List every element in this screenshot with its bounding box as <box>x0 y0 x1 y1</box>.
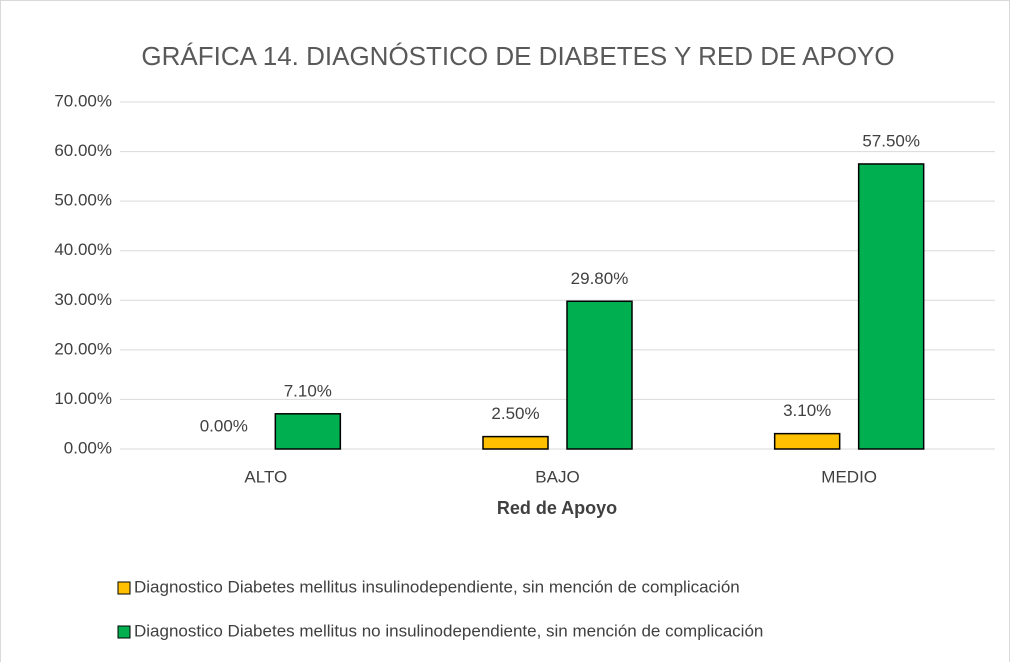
chart-title: GRÁFICA 14. DIAGNÓSTICO DE DIABETES Y RE… <box>141 41 894 71</box>
y-tick-label: 0.00% <box>64 438 112 457</box>
x-axis-label: Red de Apoyo <box>497 498 617 518</box>
bar <box>274 413 342 450</box>
y-tick-label: 10.00% <box>54 389 112 408</box>
y-tick-label: 30.00% <box>54 290 112 309</box>
y-tick-label: 40.00% <box>54 240 112 259</box>
value-label: 3.10% <box>783 401 831 420</box>
bar <box>566 300 633 450</box>
value-label: 57.50% <box>862 131 920 150</box>
x-tick-label: MEDIO <box>821 467 877 486</box>
legend-label: Diagnostico Diabetes mellitus insulinode… <box>134 577 740 596</box>
value-label: 29.80% <box>571 269 629 288</box>
legend-swatch <box>117 625 131 639</box>
y-tick-label: 50.00% <box>54 191 112 210</box>
value-label: 0.00% <box>200 416 248 435</box>
y-tick-label: 70.00% <box>54 91 112 110</box>
value-label: 7.10% <box>284 381 332 400</box>
y-tick-label: 60.00% <box>54 141 112 160</box>
bar <box>482 435 549 450</box>
value-label: 2.50% <box>491 404 539 423</box>
bar <box>773 432 841 450</box>
bar <box>857 163 925 450</box>
y-tick-label: 20.00% <box>54 339 112 358</box>
legend-swatch <box>117 581 131 595</box>
x-tick-label: ALTO <box>244 467 287 486</box>
x-tick-label: BAJO <box>535 467 579 486</box>
legend-label: Diagnostico Diabetes mellitus no insulin… <box>134 621 763 640</box>
